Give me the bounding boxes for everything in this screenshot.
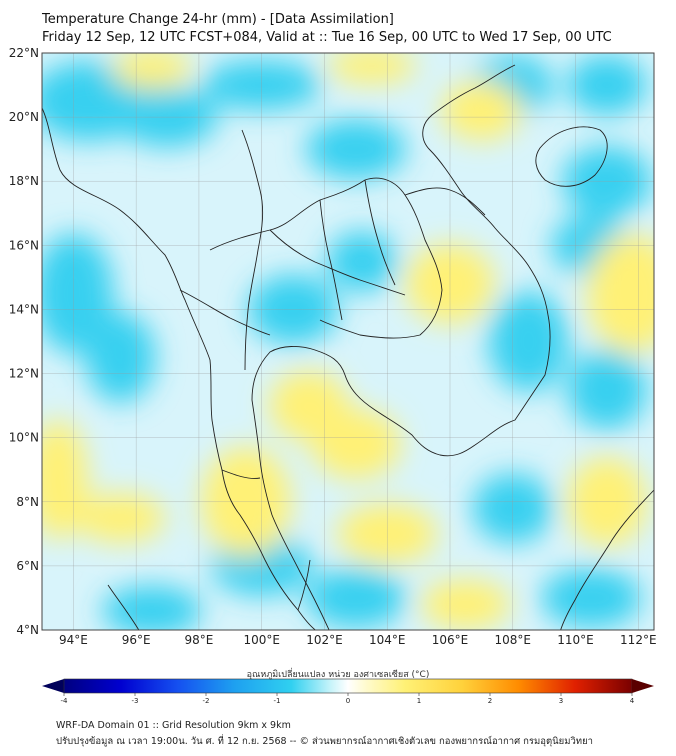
latitude-tick-label: 4°N [16,623,39,637]
latitude-labels: 22°N 20°N 18°N 16°N 14°N 12°N 10°N 8°N 6°N 4°N [9,46,39,637]
map-title: Temperature Change 24-hr (mm) - [Data As… [42,12,394,27]
colorbar-tick-label: 3 [559,697,563,705]
footer-model-info: WRF-DA Domain 01 :: Grid Resolution 9km … [56,720,291,731]
colorbar-tick-label: 4 [630,697,635,705]
warming-patch [268,370,349,441]
latitude-tick-label: 22°N [9,46,39,60]
graticule [42,53,654,630]
footer-credit: ปรับปรุงข้อมูล ณ เวลา 19:00น. วัน ศ. ที่… [56,736,593,747]
warming-patch [441,80,522,141]
warming-patch [326,53,417,84]
colorbar-tick-label: -3 [132,697,139,705]
coastline-west [42,107,317,630]
warming-patch [111,53,192,90]
longitude-tick-label: 100°E [243,633,280,647]
colorbar-tick-label: 0 [346,697,350,705]
coastline-vietnam [422,64,551,446]
latitude-tick-label: 6°N [16,559,39,573]
latitude-tick-label: 12°N [9,367,39,381]
latitude-tick-label: 14°N [9,302,39,316]
cooling-patch [566,349,647,430]
cooling-patch [42,233,114,354]
colorbar-tick-label: -2 [203,697,210,705]
longitude-tick-label: 98°E [184,633,213,647]
latitude-tick-label: 16°N [9,238,39,252]
colorbar-tick-label: 2 [488,697,492,705]
warming-patch [75,492,166,543]
cooling-patch [541,567,642,628]
longitude-tick-label: 110°E [557,633,594,647]
longitude-tick-label: 96°E [122,633,151,647]
colorbar-tick-label: -4 [61,697,69,705]
coastlines-and-borders [42,64,654,630]
cooling-patch [305,567,406,628]
cooling-patch [305,119,406,180]
latitude-tick-label: 20°N [9,110,39,124]
map-frame [41,52,655,631]
longitude-tick-label: 108°E [495,633,532,647]
longitude-tick-label: 112°E [620,633,657,647]
sumatra-coast [107,584,140,630]
latitude-tick-label: 8°N [16,495,39,509]
cooling-patch [85,312,156,403]
latitude-tick-label: 10°N [9,431,39,445]
map-subtitle: Friday 12 Sep, 12 UTC FCST+084, Valid at… [42,30,612,45]
borneo-coast [560,489,654,630]
warming-patch [42,419,88,540]
longitude-tick-label: 102°E [306,633,343,647]
cooling-patch [101,585,202,630]
temperature-field [42,53,654,630]
hainan-coast [535,126,608,187]
longitude-tick-label: 94°E [59,633,88,647]
colorbar: -4 -3 -2 -1 0 1 2 3 4 [42,678,654,705]
coastline-gulf [251,346,476,630]
cooling-patch [488,291,569,392]
longitude-tick-label: 106°E [432,633,469,647]
colorbar-tick-label: -1 [274,697,281,705]
cooling-patch [566,55,647,116]
colorbar-title: อุณหภูมิเปลี่ยนแปลง หน่วย องศาเซลเซียส (… [246,670,430,680]
warming-patch [420,579,511,630]
longitude-labels: 94°E 96°E 98°E 100°E 102°E 104°E 106°E 108°E 110… [59,633,657,647]
latitude-tick-label: 18°N [9,174,39,188]
colorbar-tick-label: 1 [417,697,421,705]
longitude-tick-label: 104°E [369,633,406,647]
warming-patch [587,233,654,354]
cooling-patch [327,231,398,292]
